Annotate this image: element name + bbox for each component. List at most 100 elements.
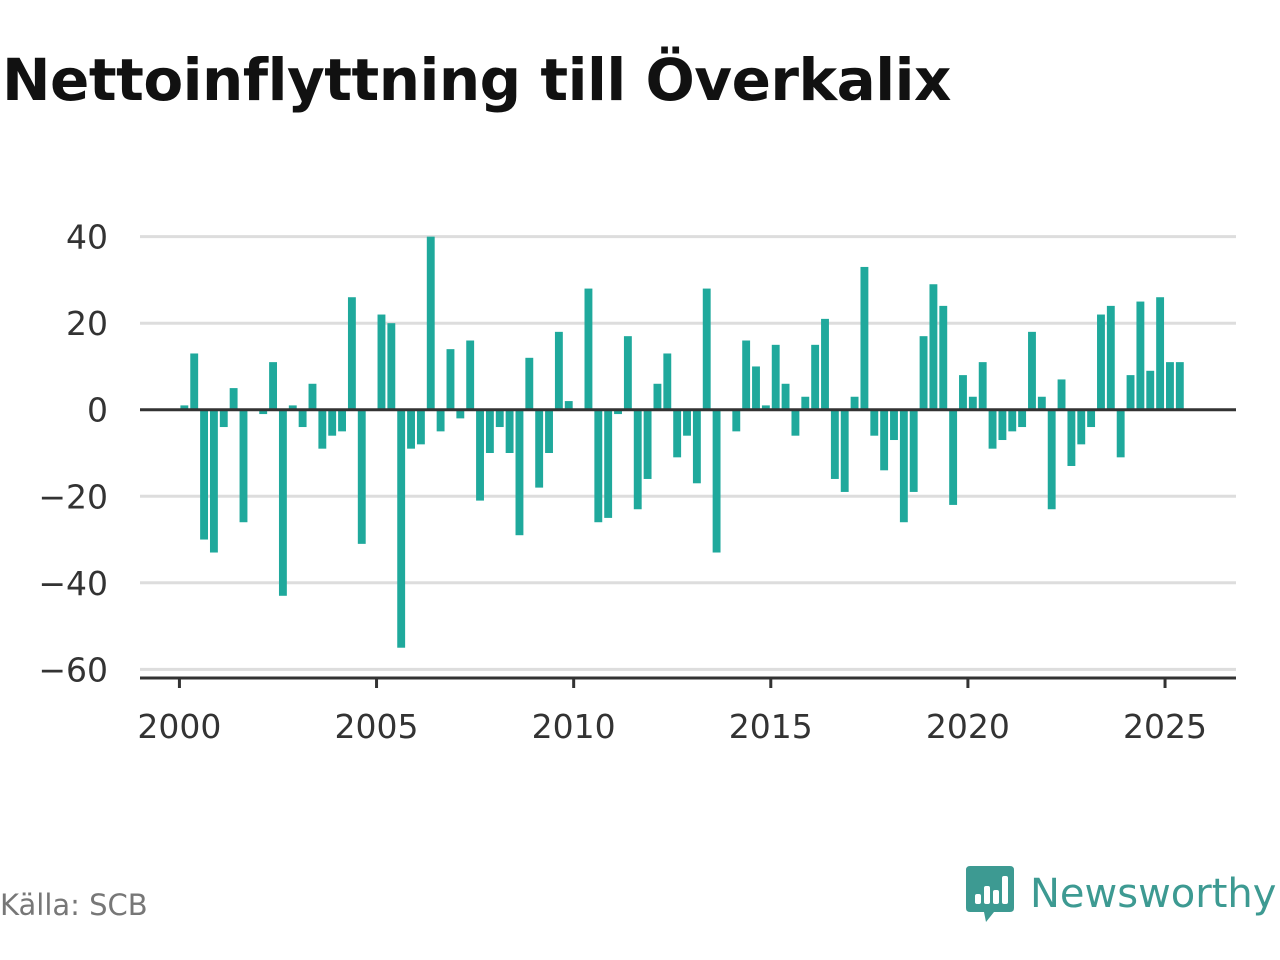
bar [683, 409, 691, 436]
bar [229, 388, 238, 410]
bar [1047, 409, 1056, 510]
bar [318, 409, 327, 449]
brand-name: Newsworthy [1030, 871, 1277, 917]
bar [416, 409, 425, 445]
bar [949, 409, 958, 505]
bar [219, 409, 228, 428]
y-tick-label: 20 [66, 304, 108, 343]
bar [801, 396, 810, 410]
bar [298, 409, 307, 428]
bar [209, 409, 218, 553]
bar [288, 405, 297, 410]
x-tick-label: 2025 [1123, 707, 1207, 746]
source-note: Källa: SCB [0, 888, 148, 922]
bar [968, 396, 977, 410]
bar [446, 349, 455, 410]
bar [180, 405, 189, 410]
bar [1116, 409, 1125, 458]
bar [278, 409, 287, 596]
bar [978, 362, 987, 410]
bar [673, 409, 682, 458]
bar [239, 409, 248, 523]
bar [259, 409, 268, 415]
x-tick-label: 2005 [335, 707, 419, 746]
bar [1106, 305, 1115, 410]
bar [959, 375, 967, 410]
bar [476, 409, 484, 501]
bar [761, 405, 770, 410]
bar [771, 344, 780, 410]
bar [426, 236, 435, 410]
bar [495, 409, 504, 428]
bar [1156, 297, 1165, 410]
bar [200, 409, 208, 540]
bar [377, 314, 386, 410]
bar [485, 409, 494, 453]
bar [742, 340, 751, 410]
bar [919, 336, 928, 410]
bar [347, 297, 356, 410]
bar [1008, 409, 1017, 432]
bar [505, 409, 514, 453]
bar [1097, 314, 1105, 410]
bar [1057, 379, 1066, 410]
bar [1077, 409, 1086, 445]
bar [880, 409, 889, 471]
x-axis-tick-labels: 2000 2005 2010 2015 2020 2025 [137, 707, 1207, 746]
bar [1028, 331, 1036, 410]
bar [811, 344, 820, 410]
bar [604, 409, 613, 518]
bar [1067, 409, 1076, 466]
bar [614, 409, 622, 415]
bar [732, 409, 741, 432]
bar [338, 409, 346, 432]
y-axis-tick-labels: 40 20 0 −20 −40 −60 [38, 218, 108, 690]
axes [140, 408, 1236, 688]
bar [436, 409, 445, 432]
bar [998, 409, 1007, 441]
bar [357, 409, 366, 544]
bar [387, 323, 396, 410]
bar [988, 409, 997, 449]
x-tick-label: 2010 [532, 707, 616, 746]
chart-title: Nettoinflyttning till Överkalix [2, 46, 951, 114]
bar-series [180, 236, 1184, 648]
bar [781, 383, 790, 410]
bar [525, 357, 534, 410]
bar [870, 409, 879, 436]
bar [466, 340, 475, 410]
bar [791, 409, 800, 436]
bar [456, 409, 465, 419]
x-tick-label: 2020 [926, 707, 1010, 746]
bar [1146, 370, 1155, 410]
bar [545, 409, 553, 453]
bar [554, 331, 563, 410]
bar [663, 353, 672, 410]
bar [752, 366, 760, 410]
bar [397, 409, 406, 648]
bar [830, 409, 839, 479]
y-tick-label: −40 [38, 564, 108, 603]
newsworthy-logo-icon [966, 866, 1014, 922]
bar [1126, 375, 1135, 410]
bar [633, 409, 642, 510]
bar [1166, 362, 1174, 410]
bar [890, 409, 898, 441]
bar [1136, 301, 1145, 410]
bar [939, 305, 948, 410]
y-tick-label: −60 [38, 650, 108, 689]
bar [712, 409, 721, 553]
bar [1018, 409, 1027, 428]
bar [407, 409, 415, 449]
bar [929, 284, 938, 410]
bar [584, 288, 593, 410]
bar [308, 383, 317, 410]
bar [623, 336, 632, 410]
bar [860, 266, 869, 410]
bar [594, 409, 603, 523]
brand-logo[interactable]: Newsworthy [964, 864, 1276, 924]
bar [899, 409, 908, 523]
bar [1175, 362, 1184, 410]
bar [190, 353, 199, 410]
